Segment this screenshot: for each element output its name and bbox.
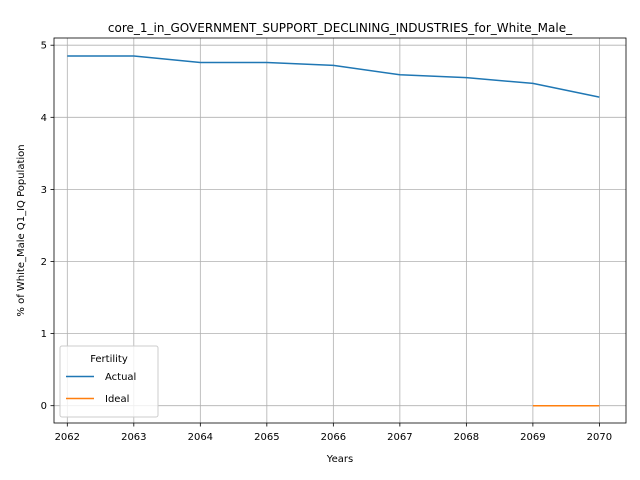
- grid: [54, 38, 626, 423]
- axis-ticks: 2062 2063 2064 2065 2066 2067 2068 2069 2070 0 1 2 3…: [41, 41, 612, 443]
- x-tick-label: 2068: [454, 432, 479, 443]
- legend: Fertility Actual Ideal: [59, 345, 159, 418]
- chart-title: core_1_in_GOVERNMENT_SUPPORT_DECLINING_I…: [108, 21, 573, 35]
- y-tick-label: 3: [41, 185, 47, 196]
- series-lines: [67, 55, 600, 407]
- x-tick-label: 2067: [387, 432, 412, 443]
- legend-label-ideal: Ideal: [105, 394, 129, 405]
- x-tick-label: 2070: [587, 432, 612, 443]
- y-tick-label: 4: [41, 113, 47, 124]
- legend-title: Fertility: [90, 354, 128, 365]
- legend-label-actual: Actual: [105, 372, 136, 383]
- y-tick-label: 0: [41, 401, 47, 412]
- y-tick-label: 5: [41, 41, 47, 52]
- x-tick-label: 2066: [321, 432, 346, 443]
- x-tick-label: 2062: [55, 432, 80, 443]
- y-tick-label: 1: [41, 329, 47, 340]
- y-axis-title: % of White_Male Q1_IQ Population: [16, 144, 27, 316]
- x-axis-title: Years: [326, 454, 353, 465]
- plot-frame: [53, 37, 627, 424]
- series-line-actual: [67, 55, 600, 98]
- x-tick-label: 2069: [520, 432, 545, 443]
- x-tick-label: 2064: [188, 432, 213, 443]
- x-tick-label: 2063: [121, 432, 146, 443]
- y-tick-label: 2: [41, 257, 47, 268]
- x-tick-label: 2065: [254, 432, 279, 443]
